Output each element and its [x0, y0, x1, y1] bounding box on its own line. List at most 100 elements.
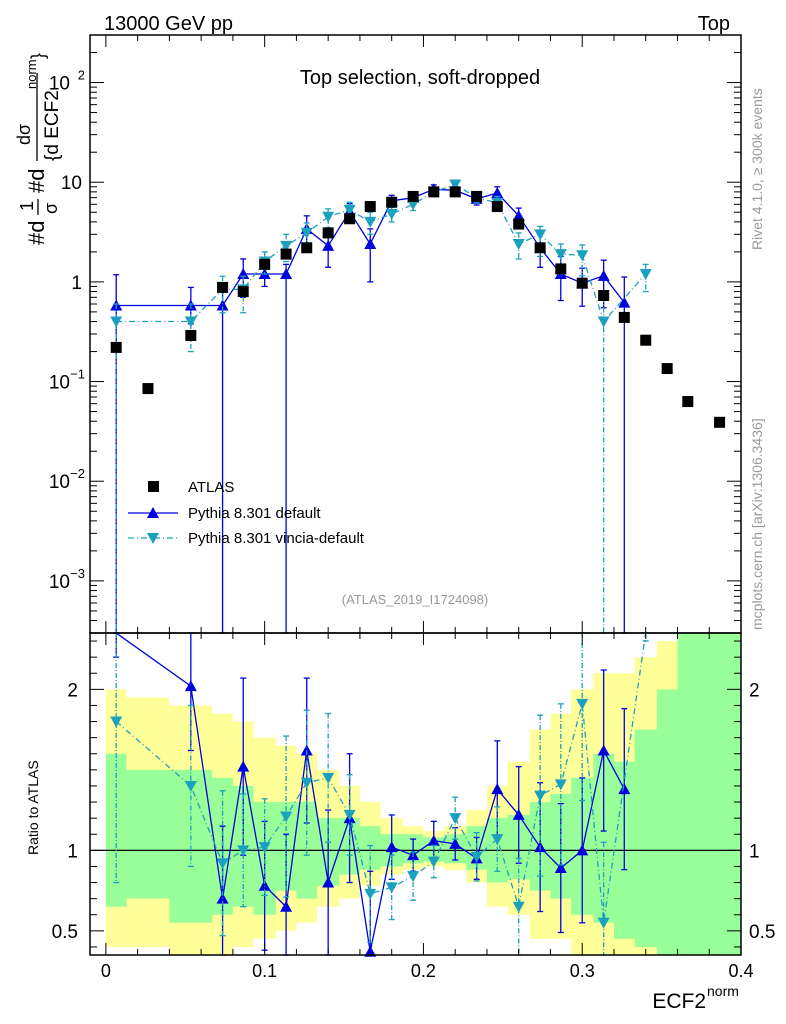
- point-atlas-9: [344, 213, 356, 225]
- ratio-tick-label-right: 1: [749, 841, 760, 862]
- point-atlas-13: [428, 186, 440, 198]
- point-atlas-7: [301, 242, 313, 254]
- legend-marker-atlas: [148, 481, 159, 492]
- rivet-label: Rivet 4.1.0, ≥ 300k events: [749, 88, 765, 250]
- ratio-point-vincia-19: [576, 698, 589, 710]
- point-default-16: [512, 209, 525, 221]
- ratio-y-label: Ratio to ATLAS: [25, 760, 41, 855]
- ylabel-frac1-den: σ: [41, 203, 61, 214]
- point-vincia-7: [322, 211, 335, 223]
- x-tick-label: 0.1: [252, 961, 277, 981]
- ylabel-frac2-den: {d ECF2: [42, 90, 63, 161]
- ylabel-sup: norm: [24, 59, 39, 89]
- x-tick-label: 0.4: [728, 961, 753, 981]
- ratio-tick-label: 2: [67, 680, 78, 701]
- point-default-9: [364, 237, 377, 249]
- ratio-point-vincia-5: [280, 811, 293, 823]
- ratio-point-vincia-15: [491, 834, 504, 846]
- x-axis-label: ECF2: [652, 990, 706, 1013]
- ratio-point-default-7: [322, 876, 335, 888]
- ratio-point-vincia-10: [385, 882, 398, 894]
- ratio-point-vincia-20: [597, 917, 610, 929]
- ratio-tick-label: 1: [67, 841, 78, 862]
- ylabel-frac2-num: dσ: [14, 124, 34, 145]
- point-atlas-4: [237, 286, 249, 298]
- x-tick-label: 0.3: [570, 961, 595, 981]
- ylabel-part-a: #d: [24, 221, 49, 245]
- point-vincia-21: [639, 268, 652, 280]
- ratio-point-default-16: [512, 808, 525, 820]
- y-axis-label: #d 1 σ #d dσ {d ECF2 norm }: [14, 53, 63, 245]
- ratio-point-vincia-3: [237, 845, 250, 857]
- y-tick-label: 10: [49, 472, 70, 493]
- point-atlas-5: [259, 258, 271, 270]
- ylabel-close: }: [28, 53, 48, 59]
- x-tick-label: 0: [101, 961, 111, 981]
- point-default-5: [280, 267, 293, 279]
- y-tick-label-exp: −1: [70, 367, 85, 382]
- y-tick-label: 10: [49, 373, 70, 394]
- point-atlas-26: [714, 416, 726, 428]
- point-atlas-23: [640, 334, 652, 346]
- point-vincia-10: [385, 208, 398, 220]
- point-vincia-16: [512, 238, 525, 250]
- point-atlas-24: [661, 363, 673, 375]
- point-atlas-16: [491, 201, 503, 213]
- ratio-point-vincia-7: [322, 772, 335, 784]
- point-vincia-6: [300, 227, 313, 239]
- ratio-series: [90, 632, 741, 957]
- ratio-point-default-19: [576, 844, 589, 856]
- point-atlas-18: [534, 242, 546, 254]
- ratio-uncertainty-bands: [105, 633, 741, 955]
- ratio-line-vincia: [115, 632, 647, 923]
- ratio-point-default-18: [554, 862, 567, 874]
- point-atlas-17: [513, 218, 525, 230]
- y-tick-label: 10: [61, 173, 82, 194]
- ratio-point-default-1: [184, 680, 197, 692]
- legend-marker-default: [147, 507, 159, 518]
- point-atlas-20: [576, 277, 588, 289]
- point-atlas-15: [471, 190, 483, 202]
- ratio-point-vincia-16: [512, 901, 525, 913]
- main-series: [110, 179, 726, 634]
- y-tick-label-exp: 2: [78, 68, 85, 83]
- legend: ATLAS Pythia 8.301 default Pythia 8.301 …: [128, 479, 365, 547]
- ratio-point-default-9: [364, 945, 377, 957]
- mcplots-label: mcplots.cern.ch [arXiv:1306.3436]: [749, 418, 765, 630]
- point-default-7: [322, 239, 335, 251]
- y-tick-label: 10: [49, 572, 70, 593]
- point-vincia-20: [597, 316, 610, 328]
- point-atlas-21: [598, 290, 610, 302]
- series-line-default: [116, 188, 625, 307]
- ratio-tick-label-right: 2: [749, 680, 760, 701]
- ratio-point-vincia-13: [449, 813, 462, 825]
- header-right: Top: [698, 13, 730, 35]
- ratio-point-vincia-9: [364, 888, 377, 900]
- point-vincia-18: [554, 249, 567, 261]
- point-atlas-11: [386, 196, 398, 208]
- y-tick-label: 10: [49, 74, 70, 95]
- y-tick-label-exp: −3: [70, 566, 85, 581]
- x-tick-label: 0.2: [411, 961, 436, 981]
- point-vincia-8: [343, 204, 356, 216]
- legend-label-atlas: ATLAS: [188, 479, 234, 496]
- point-vincia-11: [407, 199, 420, 211]
- point-default-20: [597, 269, 610, 281]
- ratio-point-default-4: [258, 879, 271, 891]
- analysis-id: (ATLAS_2019_I1724098): [342, 592, 488, 607]
- ratio-point-vincia-17: [534, 790, 547, 802]
- ratio-point-vincia-2: [216, 858, 229, 870]
- ratio-line-default: [115, 632, 625, 952]
- ratio-point-default-12: [427, 834, 440, 846]
- ratio-point-default-20: [597, 744, 610, 756]
- legend-marker-vincia: [147, 533, 159, 544]
- point-vincia-5: [280, 240, 293, 252]
- legend-label-default: Pythia 8.301 default: [188, 505, 321, 522]
- ratio-point-vincia-6: [300, 777, 313, 789]
- ratio-point-vincia-11: [407, 871, 420, 883]
- ratio-point-default-6: [300, 744, 313, 756]
- point-atlas-25: [682, 396, 694, 408]
- point-default-15: [491, 186, 504, 198]
- point-vincia-0: [110, 316, 123, 328]
